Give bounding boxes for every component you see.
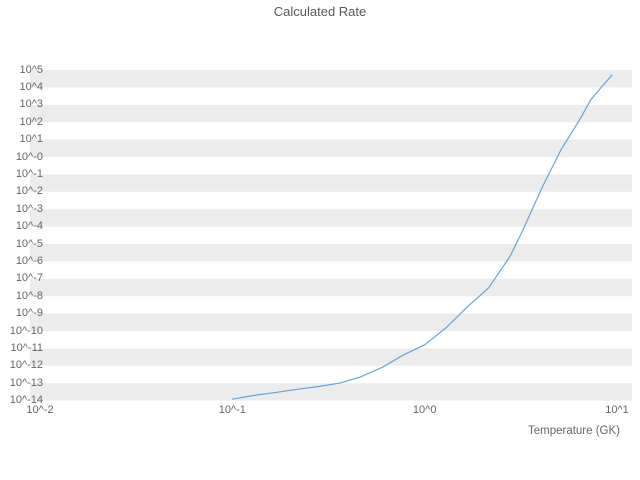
y-tick-label: 10^-10 bbox=[9, 324, 43, 337]
y-tick-label: 10^-12 bbox=[9, 359, 43, 372]
y-tick-label: 10^-13 bbox=[9, 376, 43, 389]
y-tick-label: 10^1 bbox=[19, 133, 43, 146]
y-tick-label: 10^-3 bbox=[15, 202, 43, 215]
x-tick-label: 10^0 bbox=[412, 404, 437, 416]
grid-stripe bbox=[30, 209, 632, 227]
y-tick-label: 10^-9 bbox=[15, 307, 43, 320]
x-axis-title: Temperature (GK) bbox=[527, 425, 620, 437]
x-tick-label: 10^1 bbox=[605, 404, 629, 416]
grid-stripe bbox=[30, 348, 632, 366]
grid-stripe bbox=[30, 70, 632, 88]
grid-stripe bbox=[30, 313, 632, 331]
grid-stripe bbox=[30, 278, 632, 297]
y-tick-label: 10^-5 bbox=[15, 237, 43, 250]
y-tick-label: 10^-0 bbox=[15, 150, 43, 163]
y-tick-label: 10^-6 bbox=[15, 254, 43, 267]
y-tick-label: 10^-8 bbox=[15, 289, 43, 302]
y-tick-label: 10^4 bbox=[19, 80, 43, 93]
grid-stripe bbox=[30, 383, 632, 401]
y-tick-label: 10^-7 bbox=[15, 272, 43, 285]
series-line-calculated-rate bbox=[231, 74, 613, 400]
y-tick-label: 10^-14 bbox=[9, 394, 43, 407]
x-tick-label: 10^-2 bbox=[26, 404, 54, 416]
grid-stripe bbox=[30, 174, 632, 192]
y-tick-label: 10^-1 bbox=[15, 167, 43, 180]
y-tick-label: 10^3 bbox=[19, 98, 43, 111]
y-tick-label: 10^-11 bbox=[10, 341, 43, 354]
grid-stripe bbox=[30, 139, 632, 157]
chart-title: Calculated Rate bbox=[273, 4, 367, 19]
y-tick-label: 10^5 bbox=[19, 63, 43, 76]
x-tick-label: 10^-1 bbox=[218, 404, 246, 416]
y-tick-label: 10^-2 bbox=[15, 185, 43, 198]
y-tick-label: 10^2 bbox=[19, 115, 43, 128]
grid-stripe bbox=[30, 244, 632, 262]
grid-stripe bbox=[30, 104, 632, 123]
y-tick-label: 10^-4 bbox=[15, 220, 43, 233]
